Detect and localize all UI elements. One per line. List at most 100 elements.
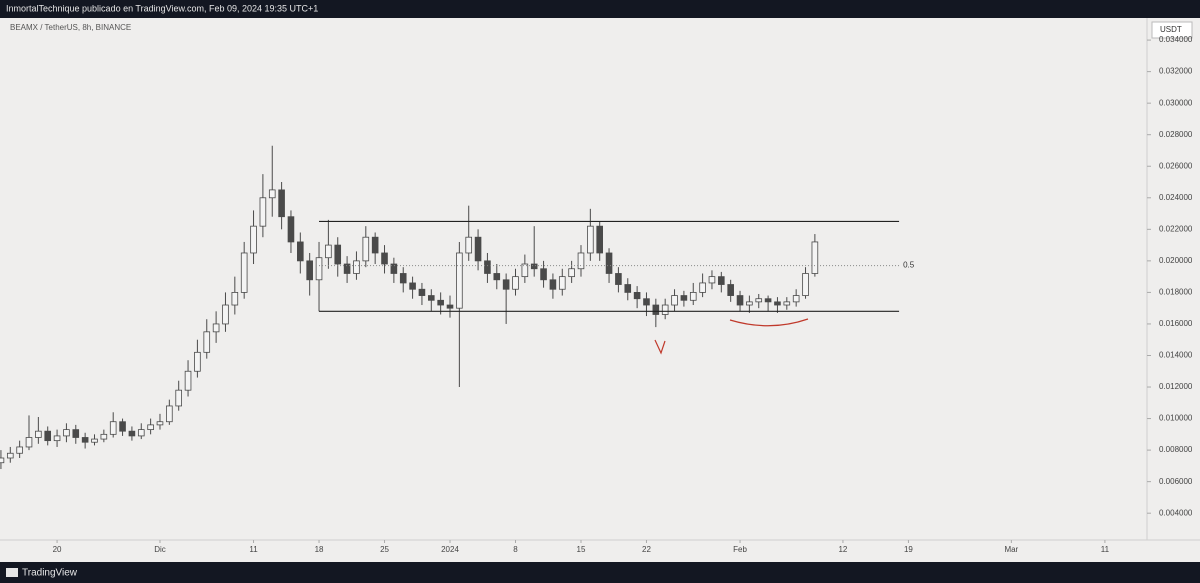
candle-body	[119, 421, 126, 432]
chart-background	[0, 18, 1200, 562]
candle-body	[203, 331, 211, 353]
x-tick-label: 2024	[441, 545, 459, 554]
candle-body	[652, 304, 660, 315]
candle-body	[699, 282, 706, 293]
annotation-arc	[729, 318, 809, 327]
candle-body	[268, 189, 276, 199]
x-tick-label: 18	[315, 545, 324, 554]
candle-body	[680, 295, 688, 301]
candle-body	[802, 273, 809, 296]
candle-body	[315, 257, 323, 281]
candle-body	[530, 263, 538, 270]
x-tick-label: 12	[838, 545, 847, 554]
candle-body	[250, 225, 257, 254]
y-tick-label: 0.006000	[1159, 477, 1193, 486]
candle-body	[409, 282, 416, 290]
candle-body	[718, 276, 725, 285]
x-tick-label: 11	[1101, 545, 1110, 554]
candle-body	[727, 284, 734, 296]
currency: USDT	[1160, 25, 1182, 34]
annotation-v	[654, 339, 666, 355]
brand-logo	[6, 568, 18, 577]
currency-box	[1151, 21, 1193, 39]
y-tick-label: 0.008000	[1159, 445, 1193, 454]
candle-body	[446, 304, 454, 309]
candle-body	[568, 268, 575, 278]
y-tick-label: 0.026000	[1159, 161, 1193, 170]
candle-body	[240, 252, 248, 293]
candle-body	[512, 276, 519, 290]
candle-body	[100, 433, 108, 440]
candle-body	[35, 430, 42, 438]
x-tick-label: 20	[53, 545, 62, 554]
x-tick-label: 11	[249, 545, 258, 554]
candle-body	[278, 189, 285, 218]
candle-body	[811, 241, 819, 274]
candle-body	[194, 351, 201, 372]
candle-body	[661, 304, 669, 315]
candle-body	[222, 304, 229, 325]
y-tick-label: 0.010000	[1159, 414, 1193, 423]
candle-body	[6, 452, 14, 459]
chart-title: BEAMX / TetherUS, 8h, BINANCE	[10, 23, 131, 32]
candle-body	[484, 260, 491, 274]
candle-body	[755, 298, 763, 303]
candle-body	[615, 273, 622, 285]
candle-body	[774, 301, 781, 306]
candle-body	[166, 405, 173, 423]
candle-body	[399, 273, 407, 284]
candle-body	[437, 299, 444, 306]
candle-body	[381, 252, 388, 265]
candle-body	[184, 370, 192, 391]
candle-body	[343, 263, 351, 274]
candle-body	[287, 216, 295, 243]
candle-body	[427, 295, 435, 301]
brand: TradingView	[22, 568, 78, 579]
candle-body	[689, 292, 697, 301]
candle-body	[81, 437, 89, 443]
x-tick-label: Feb	[733, 545, 747, 554]
candle-body	[783, 301, 791, 306]
candle-body	[137, 429, 145, 437]
candle-body	[306, 260, 313, 281]
candle-body	[587, 225, 594, 254]
y-tick-label: 0.024000	[1159, 193, 1193, 202]
candle-body	[792, 295, 800, 303]
candle-body	[465, 236, 473, 254]
candle-body	[764, 298, 772, 303]
y-tick-label: 0.034000	[1159, 35, 1193, 44]
y-tick-label: 0.014000	[1159, 351, 1193, 360]
candle-body	[521, 263, 529, 278]
candle-body	[362, 236, 370, 262]
candle-body	[0, 457, 5, 464]
candle-body	[708, 276, 716, 284]
x-tick-label: 25	[380, 545, 389, 554]
candle-body	[671, 295, 678, 306]
candle-body	[91, 438, 98, 443]
candle-body	[25, 437, 33, 448]
candle-body	[605, 252, 613, 274]
candle-body	[502, 279, 510, 290]
candle-body	[390, 263, 398, 274]
candle-body	[577, 252, 585, 270]
candle-body	[558, 276, 566, 290]
candle-body	[212, 323, 220, 333]
x-tick-label: 15	[577, 545, 586, 554]
y-tick-label: 0.012000	[1159, 382, 1193, 391]
candle-body	[549, 279, 557, 290]
candle-body	[456, 252, 463, 309]
y-tick-label: 0.018000	[1159, 288, 1193, 297]
y-tick-label: 0.032000	[1159, 67, 1193, 76]
y-tick-label: 0.020000	[1159, 256, 1193, 265]
candle-body	[325, 244, 332, 259]
candle-body	[633, 292, 641, 300]
y-tick-label: 0.028000	[1159, 130, 1193, 139]
header-text: InmortalTechnique publicado en TradingVi…	[6, 3, 318, 13]
x-tick-label: 19	[904, 545, 913, 554]
candle-body	[736, 295, 744, 306]
candle-body	[128, 430, 136, 437]
y-tick-label: 0.030000	[1159, 98, 1193, 107]
y-tick-label: 0.022000	[1159, 224, 1193, 233]
